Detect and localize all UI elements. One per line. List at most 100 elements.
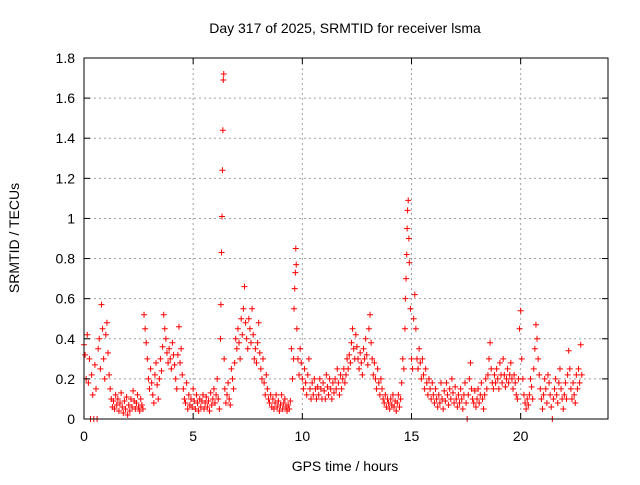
data-point (266, 399, 273, 406)
data-point (155, 395, 162, 402)
data-point (297, 345, 304, 352)
data-point (359, 371, 366, 378)
y-tick-label: 1.4 (56, 130, 76, 146)
data-point (326, 375, 333, 382)
data-point (233, 345, 240, 352)
data-point (174, 351, 181, 358)
data-point (221, 355, 228, 362)
data-point (408, 355, 415, 362)
data-point (219, 167, 226, 174)
data-point (350, 345, 357, 352)
data-point (399, 355, 406, 362)
data-point (334, 365, 341, 372)
data-point (530, 365, 537, 372)
data-point (570, 379, 577, 386)
data-point (389, 391, 396, 398)
data-point (465, 391, 472, 398)
data-point (253, 359, 260, 366)
data-point (314, 383, 321, 390)
data-point (358, 359, 365, 366)
data-point (512, 379, 519, 386)
data-point (374, 365, 381, 372)
data-point (337, 371, 344, 378)
data-point (537, 385, 544, 392)
data-point (352, 331, 359, 338)
data-point (219, 127, 226, 134)
x-axis-label: GPS time / hours (292, 458, 399, 474)
data-point (343, 371, 349, 378)
data-point (356, 365, 363, 372)
data-point (448, 375, 455, 382)
data-point (126, 407, 133, 414)
data-point (574, 385, 581, 392)
data-point (526, 391, 533, 398)
data-point (405, 235, 412, 242)
data-point (367, 311, 374, 318)
data-point (183, 379, 190, 386)
data-point (377, 375, 384, 382)
data-point (413, 355, 420, 362)
data-point (552, 375, 559, 382)
data-point (335, 379, 342, 386)
data-point (362, 335, 369, 342)
data-point (291, 285, 298, 292)
data-point (565, 347, 572, 354)
data-point (257, 365, 264, 372)
data-point (527, 375, 534, 382)
data-point (82, 351, 89, 358)
data-point (452, 383, 459, 390)
data-point (210, 385, 217, 392)
data-point (493, 365, 500, 372)
data-point (110, 397, 117, 404)
data-point (142, 325, 149, 332)
data-point (575, 365, 582, 372)
data-point (306, 385, 313, 392)
data-point (563, 395, 570, 402)
data-point (443, 379, 450, 386)
data-point (550, 395, 557, 402)
data-point (184, 405, 191, 412)
data-point (260, 355, 267, 362)
data-point (397, 395, 404, 402)
data-point (261, 379, 268, 386)
data-point (218, 213, 225, 220)
data-point (535, 355, 542, 362)
data-point (278, 391, 285, 398)
data-point (568, 395, 575, 402)
data-point (293, 261, 300, 268)
data-point (323, 371, 330, 378)
data-point (178, 345, 185, 352)
data-point (511, 371, 518, 378)
data-point (409, 365, 416, 372)
data-point (199, 391, 206, 398)
data-point (391, 403, 398, 410)
data-point (363, 351, 370, 358)
data-point (89, 391, 96, 398)
data-point (375, 379, 382, 386)
data-point (198, 397, 205, 404)
data-point (217, 335, 224, 342)
data-point (501, 371, 508, 378)
data-point (483, 385, 490, 392)
data-point (130, 387, 137, 394)
data-point (417, 359, 424, 366)
data-point (296, 371, 303, 378)
data-point (339, 375, 346, 382)
data-point (228, 365, 235, 372)
data-point (179, 371, 186, 378)
data-point (111, 405, 118, 412)
data-point (204, 403, 211, 410)
data-point (212, 399, 218, 406)
data-point (148, 379, 155, 386)
data-point (404, 207, 411, 214)
data-point (162, 335, 169, 342)
data-point (329, 379, 336, 386)
data-point (129, 403, 136, 410)
data-point (327, 385, 334, 392)
data-point (487, 339, 494, 346)
data-point (127, 395, 134, 402)
data-point (403, 275, 410, 282)
data-point (479, 395, 486, 402)
